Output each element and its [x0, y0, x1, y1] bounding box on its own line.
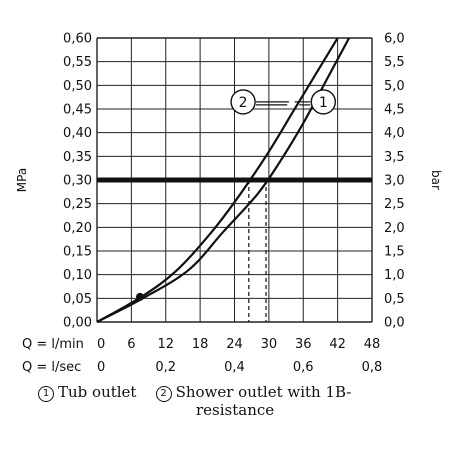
y-tick-label-right: 2,0 [384, 221, 405, 236]
y-tick-label-right: 1,5 [384, 245, 405, 260]
y-tick-label-right: 2,5 [384, 197, 405, 212]
y-tick-label-left: 0,45 [63, 103, 92, 118]
chart-labels: 0,000,050,100,150,200,250,300,350,400,45… [15, 32, 443, 376]
y-tick-label-left: 0,00 [63, 316, 92, 331]
y-tick-label-left: 0,10 [63, 268, 92, 283]
x-tick-label-lmin: 6 [127, 337, 135, 352]
callout-circle-2 [230, 89, 256, 115]
y-tick-label-left: 0,05 [63, 292, 92, 307]
callout-label-1: 1 [319, 95, 328, 111]
y-tick-label-right: 4,0 [384, 126, 405, 141]
y-tick-label-right: 0,0 [384, 316, 405, 331]
x-tick-label-lmin: 12 [157, 337, 174, 352]
y-axis-label-left: MPa [15, 168, 29, 192]
y-tick-label-left: 0,20 [63, 221, 92, 236]
x-tick-label-lsec: 0,4 [224, 360, 245, 375]
x-tick-label-lmin: 18 [192, 337, 209, 352]
x-tick-label-lmin: 36 [295, 337, 312, 352]
y-tick-label-right: 6,0 [384, 32, 405, 47]
y-tick-label-left: 0,30 [63, 174, 92, 189]
y-tick-label-left: 0,55 [63, 55, 92, 70]
x-tick-label-lsec: 0,2 [155, 360, 176, 375]
legend-mark-1: 1 [38, 386, 54, 402]
legend: 1 Tub outlet 2 Shower outlet with 1B- resi… [38, 382, 418, 420]
x-tick-label-lmin: 42 [329, 337, 346, 352]
series-marker-point [135, 292, 144, 301]
x-tick-label-lsec: 0,6 [293, 360, 314, 375]
y-tick-label-left: 0,60 [63, 32, 92, 47]
y-tick-label-left: 0,40 [63, 126, 92, 141]
x-tick-label-lsec: 0,8 [362, 360, 383, 375]
x-axis-row2-label: Q = l/sec [22, 360, 81, 375]
x-tick-label-lmin: 24 [226, 337, 243, 352]
legend-item-1: 1 Tub outlet [38, 383, 141, 402]
y-tick-label-right: 4,5 [384, 103, 405, 118]
y-tick-label-right: 3,0 [384, 174, 405, 189]
y-tick-label-right: 1,0 [384, 268, 405, 283]
x-tick-label-lmin: 48 [364, 337, 381, 352]
y-tick-label-left: 0,25 [63, 197, 92, 212]
legend-text-2: Shower outlet with 1B- [175, 383, 352, 401]
callout-label-2: 2 [239, 95, 248, 111]
y-tick-label-left: 0,35 [63, 150, 92, 165]
legend-mark-2: 2 [155, 386, 172, 402]
y-tick-label-right: 5,5 [384, 55, 405, 70]
legend-item-2: 2 Shower outlet with 1B- [155, 383, 352, 402]
x-tick-label-lsec: 0 [97, 360, 105, 375]
series-line-2 [96, 37, 339, 323]
y-tick-label-right: 5,0 [384, 79, 405, 94]
callout-circle-1 [310, 89, 337, 115]
x-tick-label-lmin: 0 [97, 337, 105, 352]
y-tick-label-left: 0,50 [63, 79, 92, 94]
chart-marks [96, 37, 372, 323]
y-tick-label-right: 3,5 [384, 150, 405, 165]
x-tick-label-lmin: 30 [261, 337, 278, 352]
y-tick-label-left: 0,15 [63, 245, 92, 260]
y-axis-label-right: bar [429, 170, 443, 190]
legend-text-1: Tub outlet [58, 383, 137, 401]
legend-text-2-cont: resistance [196, 401, 275, 419]
y-tick-label-right: 0,5 [384, 292, 405, 307]
x-axis-row1-label: Q = l/min [22, 337, 84, 352]
